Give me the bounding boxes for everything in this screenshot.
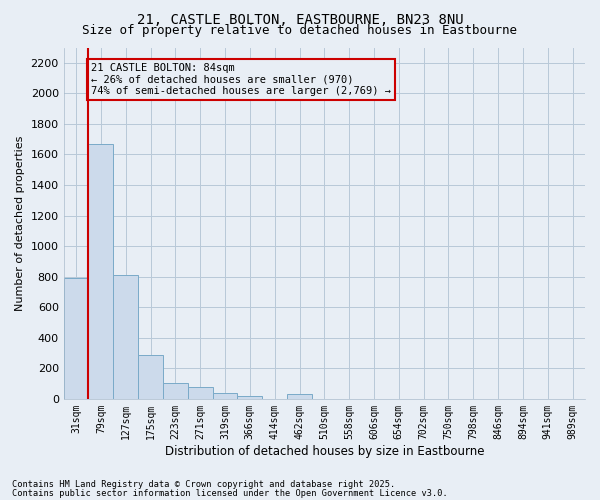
Bar — [138, 354, 163, 399]
Text: Contains public sector information licensed under the Open Government Licence v3: Contains public sector information licen… — [12, 488, 448, 498]
Text: 21 CASTLE BOLTON: 84sqm
← 26% of detached houses are smaller (970)
74% of semi-d: 21 CASTLE BOLTON: 84sqm ← 26% of detache… — [91, 63, 391, 96]
X-axis label: Distribution of detached houses by size in Eastbourne: Distribution of detached houses by size … — [164, 444, 484, 458]
Y-axis label: Number of detached properties: Number of detached properties — [15, 136, 25, 311]
Text: Contains HM Land Registry data © Crown copyright and database right 2025.: Contains HM Land Registry data © Crown c… — [12, 480, 395, 489]
Bar — [113, 275, 138, 399]
Text: Size of property relative to detached houses in Eastbourne: Size of property relative to detached ho… — [83, 24, 517, 37]
Bar — [64, 278, 88, 399]
Bar — [287, 394, 312, 399]
Text: 21, CASTLE BOLTON, EASTBOURNE, BN23 8NU: 21, CASTLE BOLTON, EASTBOURNE, BN23 8NU — [137, 12, 463, 26]
Bar — [88, 144, 113, 399]
Bar — [238, 396, 262, 399]
Bar — [163, 383, 188, 399]
Bar — [212, 392, 238, 399]
Bar — [188, 388, 212, 399]
